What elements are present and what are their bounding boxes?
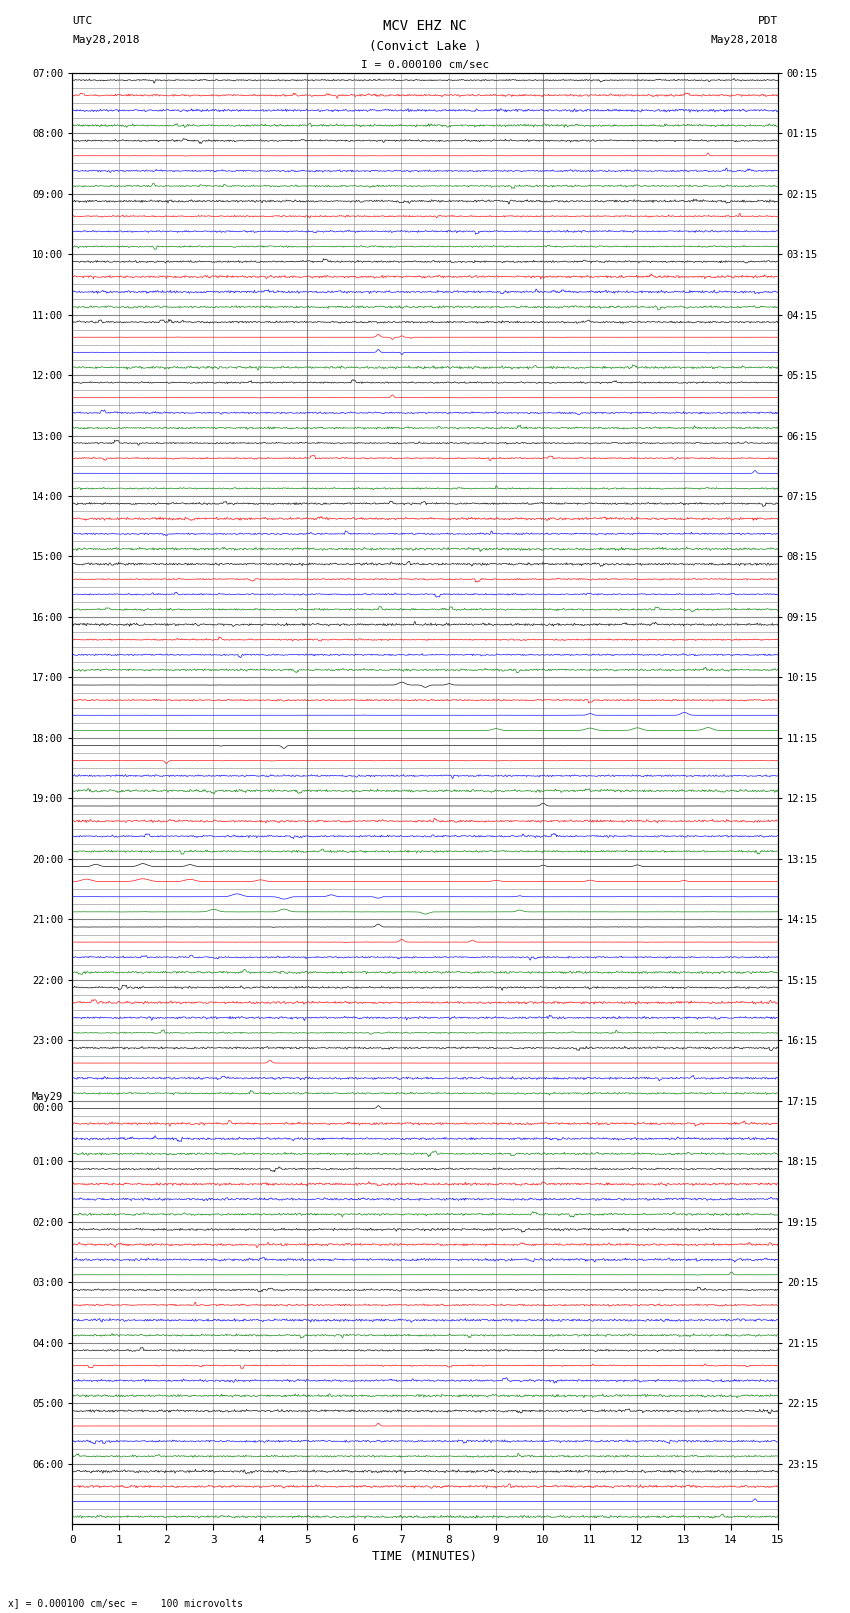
Text: I = 0.000100 cm/sec: I = 0.000100 cm/sec — [361, 60, 489, 69]
Text: PDT: PDT — [757, 16, 778, 26]
X-axis label: TIME (MINUTES): TIME (MINUTES) — [372, 1550, 478, 1563]
Text: UTC: UTC — [72, 16, 93, 26]
Text: MCV EHZ NC: MCV EHZ NC — [383, 19, 467, 34]
Text: (Convict Lake ): (Convict Lake ) — [369, 40, 481, 53]
Text: May28,2018: May28,2018 — [711, 35, 778, 45]
Text: x] = 0.000100 cm/sec =    100 microvolts: x] = 0.000100 cm/sec = 100 microvolts — [8, 1598, 243, 1608]
Text: May28,2018: May28,2018 — [72, 35, 139, 45]
